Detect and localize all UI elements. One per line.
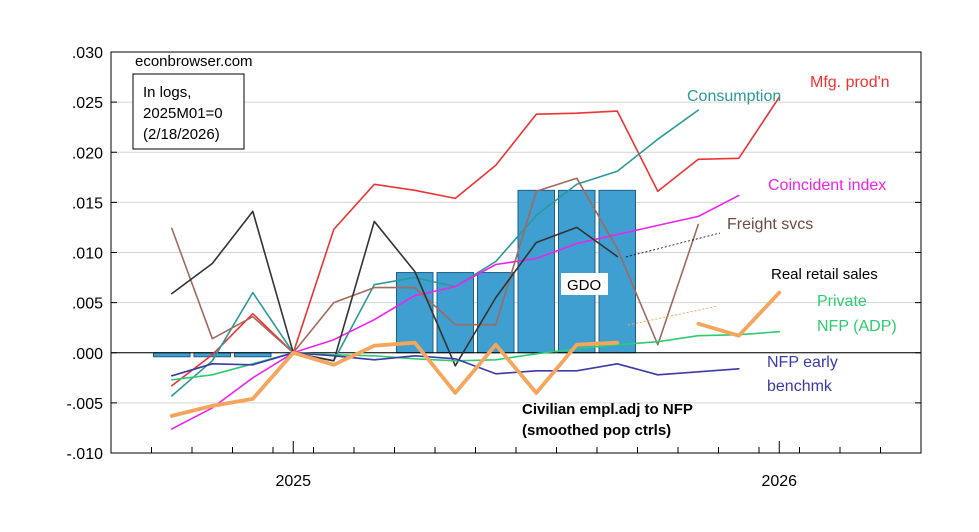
gdo-label: GDO — [567, 277, 601, 294]
nfp-benchmk-label-line-1: NFP early — [767, 354, 838, 371]
series-line-coincident-index — [171, 194, 740, 430]
freight-svcs-label: Freight svcs — [727, 216, 813, 233]
series-line-civilian-empl-adj-to-nfp-smoothed-pop-ctrls — [696, 290, 782, 338]
note-line-3: (2/18/2026) — [143, 126, 220, 143]
adp-label-line-1: Private — [817, 293, 867, 310]
source-label: econbrowser.com — [135, 53, 253, 70]
series-line-real-retail-sales — [171, 210, 619, 367]
axis-ticks: .030 .025 .020 .015 .010 .005 .000 -.005 -.010 20… — [67, 45, 922, 490]
gdo-bar — [477, 272, 515, 354]
series-line-mfg-prod-n — [171, 96, 781, 387]
y-tick-label: .030 — [72, 45, 103, 62]
series-line-nfp-early-benchmk — [171, 351, 740, 377]
mfg-prod-label: Mfg. prod'n — [810, 74, 890, 91]
adp-label-line-2: NFP (ADP) — [817, 318, 897, 335]
gdo-bar — [153, 352, 191, 358]
x-tick-label: 2026 — [761, 473, 797, 490]
series-line-civilian-empl-adj-to-nfp-smoothed-pop-ctrls — [169, 340, 620, 418]
note-box — [132, 73, 245, 150]
civilian-empl-label-line-2: (smoothed pop ctrls) — [522, 422, 671, 439]
series-line-consumption — [171, 109, 700, 397]
nfp-benchmk-label-line-2: benchmk — [767, 378, 833, 395]
y-tick-label: .000 — [72, 346, 103, 363]
y-tick-label: -.005 — [67, 396, 104, 413]
y-tick-label: .015 — [72, 195, 103, 212]
real-retail-sales-label: Real retail sales — [771, 266, 878, 283]
gdo-label-box — [561, 273, 608, 295]
label-leader-lines — [625, 232, 721, 326]
gdo-bar — [598, 189, 636, 354]
y-tick-label: .025 — [72, 95, 103, 112]
y-tick-label: .010 — [72, 246, 103, 263]
consumption-label: Consumption — [687, 88, 781, 105]
x-tick-label: 2025 — [275, 473, 311, 490]
note-line-2: 2025M01=0 — [143, 105, 223, 122]
gdo-bar — [234, 352, 272, 358]
civilian-empl-leader-line — [627, 305, 719, 326]
series-line-freight-svcs — [171, 177, 700, 354]
coincident-index-label: Coincident index — [768, 177, 886, 194]
y-tick-label: -.010 — [67, 446, 104, 463]
gdo-bar — [517, 189, 555, 354]
civilian-empl-label-line-1: Civilian empl.adj to NFP — [522, 401, 693, 418]
note-line-1: In logs, — [143, 84, 191, 101]
y-tick-label: .005 — [72, 296, 103, 313]
y-tick-label: .020 — [72, 145, 103, 162]
gdo-bar — [558, 189, 596, 354]
series-lines — [169, 96, 782, 430]
gdo-bar — [396, 272, 434, 354]
retail-leader-line — [625, 232, 721, 258]
